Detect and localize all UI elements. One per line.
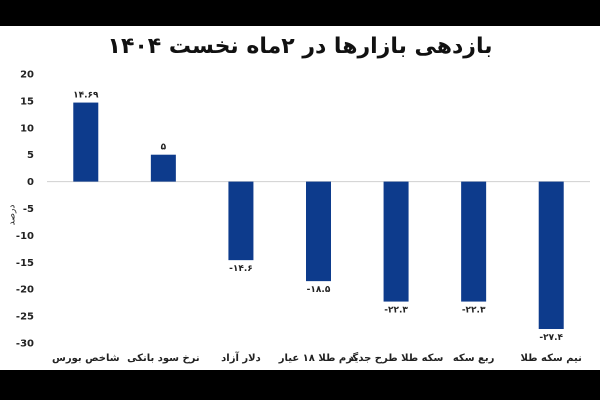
data-label: -۲۷.۴	[539, 333, 563, 343]
category-label: دلار آزاد	[221, 351, 261, 364]
y-tick-label: -10	[16, 231, 34, 242]
data-label: ۱۴.۶۹	[73, 91, 99, 101]
category-label: شاخص بورس	[52, 353, 120, 364]
data-label: -۲۲.۳	[384, 306, 408, 316]
bars	[73, 102, 564, 330]
chart-panel	[0, 26, 600, 370]
data-labels: ۱۴.۶۹ ۵ -۱۴.۶ -۱۸.۵ -۲۲.۳ -۲۲.۳ -۲۷.۴	[73, 91, 563, 343]
bar	[461, 181, 487, 302]
category-label: نیم سکه طلا	[521, 353, 582, 364]
bar	[383, 181, 409, 302]
y-tick-label: 0	[27, 177, 34, 188]
y-tick-label: 20	[20, 70, 34, 81]
data-label: ۵	[161, 143, 167, 153]
category-labels: شاخص بورس نرخ سود بانکی دلار آزاد گرم طلا ۱…	[52, 351, 582, 364]
chart-title: بازدهی بازارها در ۲ماه نخست ۱۴۰۴	[107, 34, 493, 59]
y-tick-label: -5	[23, 204, 34, 215]
category-label: نرخ سود بانکی	[127, 353, 200, 364]
y-tick-label: -15	[16, 258, 34, 269]
bar	[538, 181, 564, 330]
data-label: -۱۸.۵	[307, 285, 331, 295]
data-label: -۱۴.۶	[229, 264, 253, 274]
data-label: -۲۲.۳	[462, 306, 486, 316]
bar	[150, 154, 176, 182]
y-tick-label: 15	[20, 96, 34, 107]
category-label: سکه طلا طرح جدید	[349, 353, 444, 364]
y-tick-label: -30	[16, 339, 34, 350]
category-label: گرم طلا ۱۸ عیار	[278, 351, 359, 364]
bar	[306, 181, 331, 282]
category-label: ربع سکه	[453, 353, 495, 364]
y-tick-label: 5	[27, 150, 34, 161]
y-tick-label: -25	[16, 312, 34, 323]
y-tick-label: -20	[16, 285, 34, 296]
y-tick-label: 10	[20, 123, 34, 134]
y-axis-ticks: 20 15 10 5 0 -5 -10 -15 -20 -25 -30	[16, 70, 34, 350]
bar	[228, 181, 254, 261]
bar	[73, 102, 99, 182]
